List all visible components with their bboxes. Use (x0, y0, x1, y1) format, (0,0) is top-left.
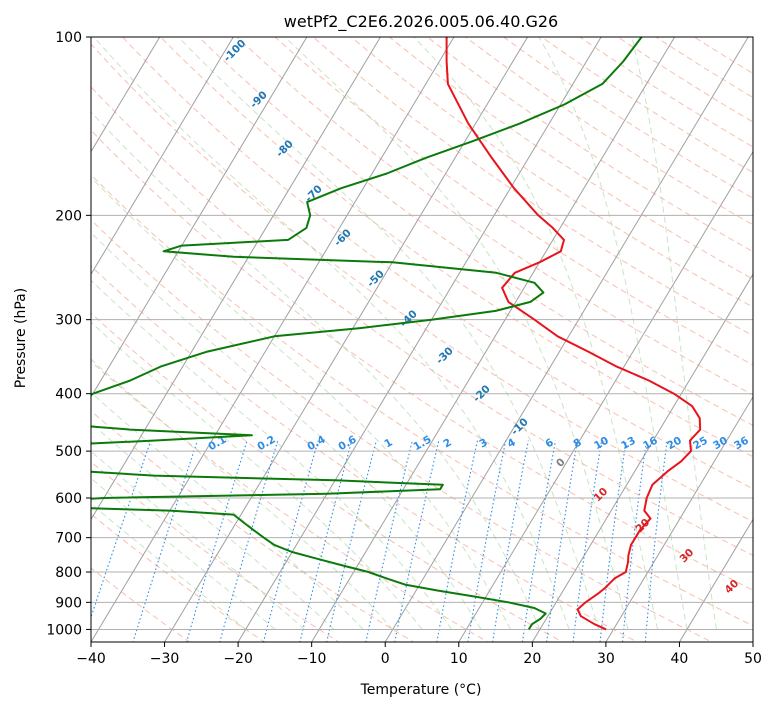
mixing-ratio-label: 1.5 (411, 434, 433, 454)
chart-title: wetPf2_C2E6.2026.005.06.40.G26 (284, 12, 558, 32)
mixing-ratio-line (521, 441, 556, 654)
mixing-ratio-label: 1 (382, 436, 394, 450)
y-tick-label: 300 (55, 313, 82, 329)
mixing-ratio-label: 30 (711, 435, 730, 453)
x-tick-label: 10 (450, 651, 468, 667)
x-tick-label: 30 (597, 651, 615, 667)
dry-adiabat (261, 24, 775, 654)
isotherm-label: 40 (722, 577, 741, 596)
x-tick-label: 20 (523, 651, 541, 667)
x-tick-label: −20 (223, 651, 253, 667)
dry-adiabat (0, 24, 282, 654)
y-tick-label: 800 (55, 565, 82, 581)
dry-adiabat (73, 24, 775, 654)
isotherm-label: -100 (221, 37, 248, 64)
mixing-ratio-line (129, 441, 197, 654)
mixing-ratio-line (572, 441, 602, 654)
isotherm (304, 10, 690, 654)
mixing-ratio-line (297, 441, 352, 654)
isotherm-label: -50 (365, 268, 387, 290)
y-tick-label: 700 (55, 531, 82, 547)
mixing-ratio-label: 8 (571, 436, 583, 450)
x-tick-label: 50 (744, 651, 762, 667)
dry-adiabat (486, 24, 775, 654)
mixing-ratio-label: 0.2 (255, 434, 277, 454)
moist-adiabat (26, 37, 540, 629)
y-tick-label: 400 (55, 387, 82, 403)
mixing-ratio-label: 0.6 (336, 434, 358, 454)
dry-adiabat (0, 24, 585, 654)
mixing-ratio-label: 13 (619, 435, 638, 453)
isotherm-label: -10 (509, 416, 531, 438)
dry-adiabat (561, 24, 775, 654)
mixing-ratio-line (644, 441, 667, 654)
x-tick-label: −10 (297, 651, 327, 667)
isotherm (157, 10, 543, 654)
temperature-line (447, 37, 701, 629)
isotherm (452, 10, 775, 654)
y-tick-label: 900 (55, 595, 82, 611)
x-axis-label: Temperature (°C) (360, 682, 482, 698)
dry-adiabat (0, 24, 358, 654)
y-tick-label: 200 (55, 208, 82, 224)
x-tick-label: 40 (671, 651, 689, 667)
dry-adiabat (448, 24, 775, 654)
mixing-ratio-line (491, 441, 529, 654)
mixing-ratio-line (392, 441, 439, 654)
y-tick-label: 100 (55, 30, 82, 46)
y-tick-label: 1000 (46, 622, 82, 638)
isotherm (84, 10, 470, 654)
moist-adiabat (0, 105, 334, 630)
mixing-ratio-label: 2 (441, 436, 453, 450)
moist-adiabat (539, 37, 687, 629)
x-axis: −40 −30 −20 −10 0 10 20 30 40 50 (76, 642, 762, 667)
isotherm-label: -90 (248, 89, 270, 111)
x-tick-label: 0 (381, 651, 390, 667)
dry-adiabat (336, 24, 775, 654)
mixing-ratio-label: 4 (505, 436, 517, 450)
background-lines (0, 10, 775, 654)
x-tick-label: −30 (150, 651, 180, 667)
isotherm (746, 10, 775, 654)
dry-adiabat (0, 24, 775, 654)
mixing-ratio-line (363, 441, 412, 654)
mixing-ratio-label: 10 (592, 435, 611, 453)
isotherm-label: -20 (471, 383, 493, 405)
series-layer (11, 37, 700, 629)
y-axis-label: Pressure (hPa) (13, 288, 29, 388)
mixing-ratio-label: 0.4 (305, 434, 327, 454)
moist-adiabat (0, 133, 275, 630)
x-tick-label: −40 (76, 651, 106, 667)
isotherm-label: -60 (332, 227, 354, 249)
mixing-ratio-label: 36 (732, 435, 751, 453)
mixing-ratio-line (466, 441, 506, 654)
y-tick-label: 500 (55, 444, 82, 460)
isotherm (0, 10, 323, 654)
moist-adiabat (94, 37, 569, 629)
moist-adiabat (0, 114, 305, 629)
y-axis: 100 200 300 400 500 600 700 800 900 1000 (46, 30, 91, 638)
plot-frame (91, 37, 753, 642)
isotherm-label: 0 (554, 456, 568, 470)
dry-adiabat (0, 24, 775, 654)
mixing-ratio-line (545, 441, 578, 654)
dry-adiabat (0, 24, 207, 654)
isotherm-label: -40 (398, 308, 420, 330)
isotherm-label: -70 (303, 183, 325, 205)
mixing-ratio-line (260, 441, 318, 654)
isotherm-label: -80 (274, 138, 296, 160)
mixing-ratio-label: 20 (665, 435, 684, 453)
isotherm (0, 10, 250, 654)
dewpoint-line (11, 37, 641, 629)
dry-adiabat (298, 24, 775, 654)
moist-adiabat (0, 84, 363, 630)
dry-adiabat (223, 24, 775, 654)
isotherm-label: 30 (677, 546, 696, 565)
dry-adiabat (0, 24, 434, 654)
y-tick-label: 600 (55, 491, 82, 507)
isotherm (10, 10, 396, 654)
